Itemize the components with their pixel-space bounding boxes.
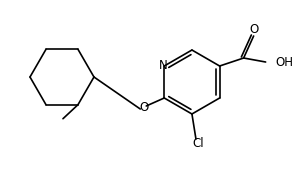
- Text: Cl: Cl: [192, 138, 204, 150]
- Text: OH: OH: [276, 56, 294, 68]
- Text: O: O: [140, 101, 149, 115]
- Text: N: N: [159, 59, 167, 72]
- Text: O: O: [249, 22, 258, 36]
